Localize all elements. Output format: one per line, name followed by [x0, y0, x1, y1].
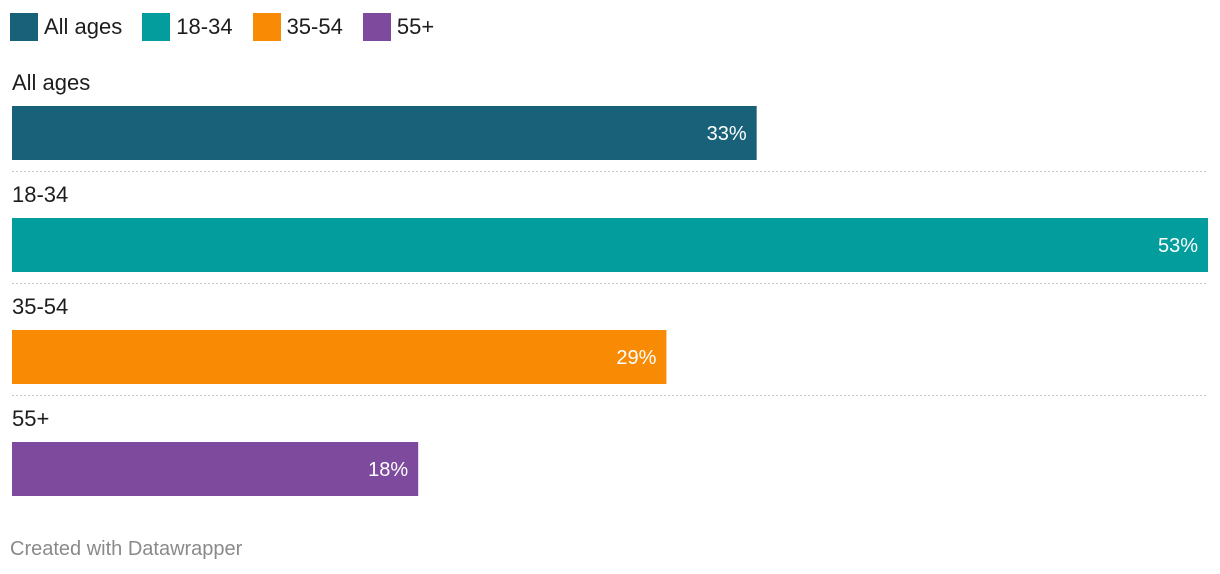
value-label: 29%	[616, 347, 656, 369]
legend-item: 18-34	[142, 13, 233, 41]
value-label: 18%	[368, 459, 408, 481]
legend-label: 55+	[396, 14, 435, 39]
bar-chart: All ages 33% 18-34 53% 35-54 29% 55+ 18%	[12, 70, 1208, 496]
bar[interactable]	[12, 106, 757, 160]
legend-item: 55+	[362, 13, 435, 41]
category-label: 55+	[12, 406, 49, 431]
bar[interactable]	[12, 330, 667, 384]
value-label: 33%	[707, 123, 747, 145]
legend-label: 35-54	[286, 14, 343, 39]
footer-credit[interactable]: Created with Datawrapper	[10, 538, 243, 560]
bar[interactable]	[12, 218, 1208, 272]
legend-swatch	[142, 13, 171, 41]
legend-item: 35-54	[252, 13, 343, 41]
bar[interactable]	[12, 442, 419, 496]
legend-swatch	[252, 13, 281, 41]
category-label: 35-54	[12, 294, 68, 319]
category-label: 18-34	[12, 182, 68, 207]
legend-swatch	[10, 13, 38, 41]
category-label: All ages	[12, 70, 90, 95]
value-label: 53%	[1158, 235, 1198, 257]
legend-item: All ages	[10, 13, 122, 41]
legend-label: All ages	[44, 14, 123, 39]
legend-swatch	[362, 13, 391, 41]
legend: All ages 18-34 35-54 55+	[10, 12, 454, 42]
legend-label: 18-34	[176, 14, 233, 39]
